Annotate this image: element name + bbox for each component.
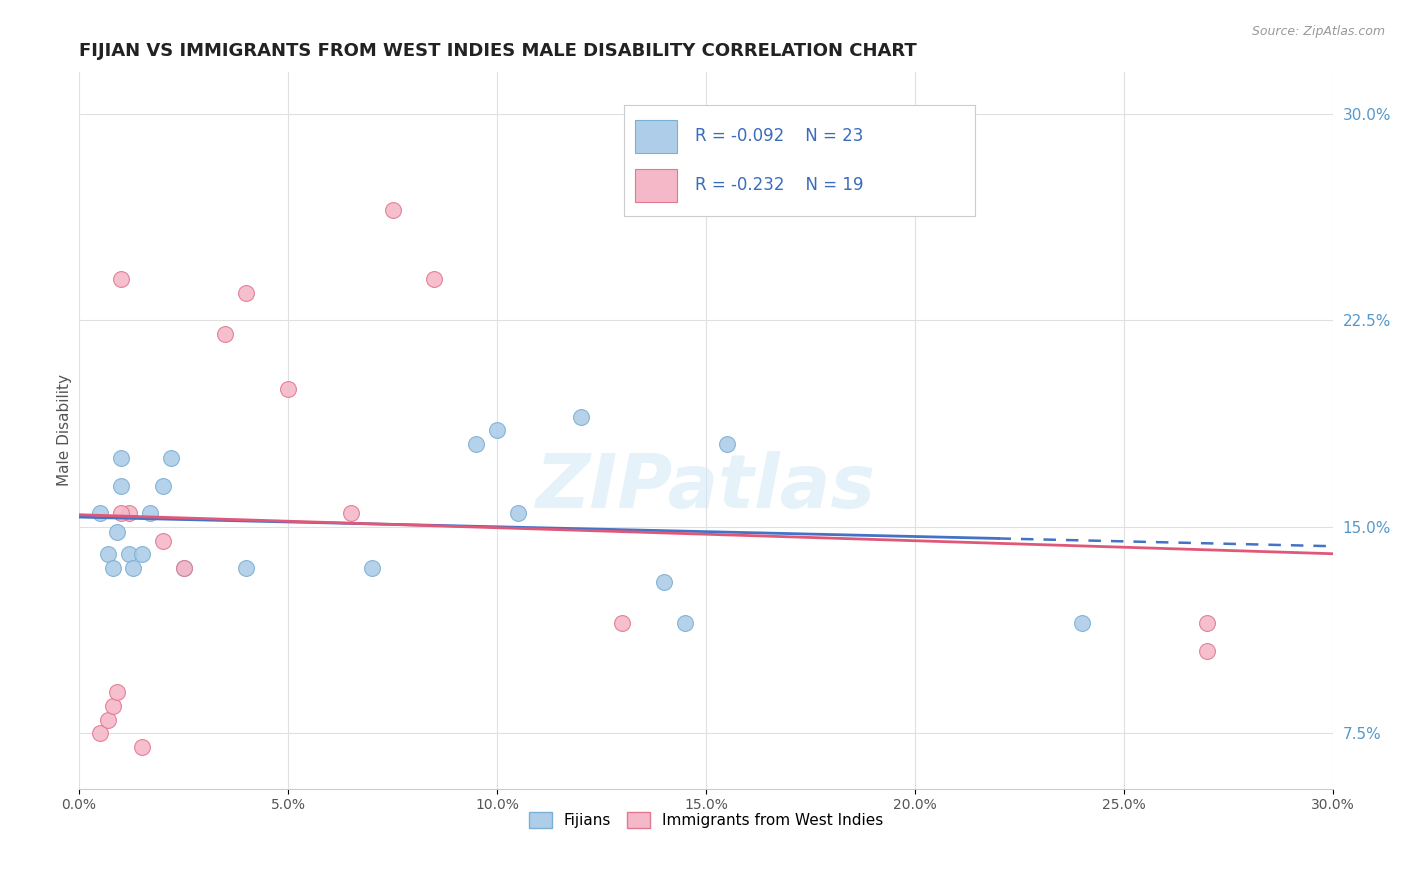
Point <box>152 478 174 492</box>
Point <box>122 561 145 575</box>
Point <box>235 285 257 300</box>
Point <box>673 616 696 631</box>
Point <box>97 713 120 727</box>
Point <box>105 685 128 699</box>
Point <box>131 548 153 562</box>
Point <box>105 525 128 540</box>
Point <box>1197 616 1219 631</box>
Point <box>101 698 124 713</box>
Point <box>118 548 141 562</box>
Point <box>131 740 153 755</box>
Point <box>381 203 404 218</box>
Point <box>1071 616 1094 631</box>
Point <box>89 726 111 740</box>
Point <box>506 506 529 520</box>
Point <box>173 561 195 575</box>
Legend: Fijians, Immigrants from West Indies: Fijians, Immigrants from West Indies <box>523 806 889 835</box>
Point <box>277 382 299 396</box>
Point <box>360 561 382 575</box>
Point <box>97 548 120 562</box>
Point <box>101 561 124 575</box>
Point <box>110 478 132 492</box>
Point <box>569 409 592 424</box>
Point <box>118 506 141 520</box>
Point <box>152 533 174 548</box>
Point <box>652 574 675 589</box>
Point <box>485 424 508 438</box>
Y-axis label: Male Disability: Male Disability <box>58 375 72 486</box>
Point <box>423 272 446 286</box>
Text: ZIPatlas: ZIPatlas <box>536 451 876 524</box>
Text: FIJIAN VS IMMIGRANTS FROM WEST INDIES MALE DISABILITY CORRELATION CHART: FIJIAN VS IMMIGRANTS FROM WEST INDIES MA… <box>79 42 917 60</box>
Point <box>160 450 183 465</box>
Point <box>612 616 634 631</box>
Point <box>339 506 361 520</box>
Point <box>139 506 162 520</box>
Point <box>465 437 488 451</box>
Point <box>89 506 111 520</box>
Point <box>110 272 132 286</box>
Point <box>110 506 132 520</box>
Point <box>214 327 236 342</box>
Point <box>1197 644 1219 658</box>
Point <box>716 437 738 451</box>
Point <box>110 450 132 465</box>
Point <box>235 561 257 575</box>
Point <box>173 561 195 575</box>
Text: Source: ZipAtlas.com: Source: ZipAtlas.com <box>1251 25 1385 38</box>
